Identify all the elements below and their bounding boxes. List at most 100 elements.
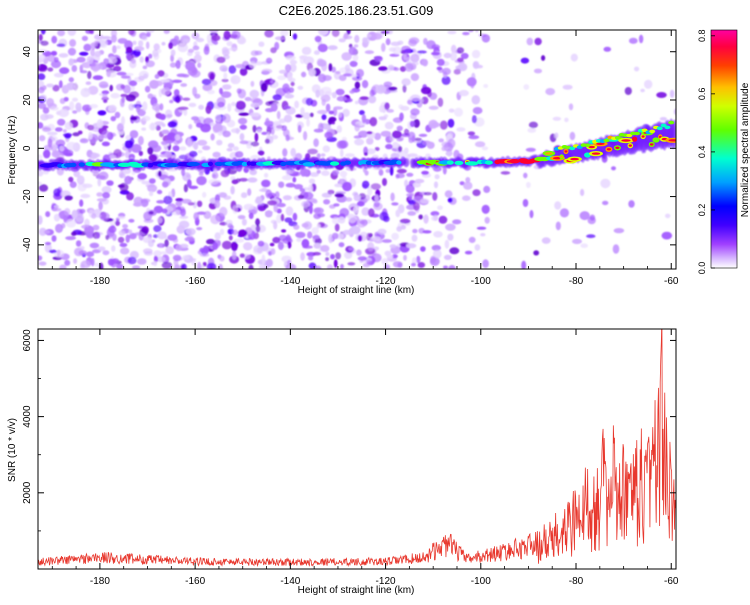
colorbar-tick-label: 0.2: [697, 204, 707, 217]
heatmap-noise-blob: [88, 131, 93, 140]
heatmap-noise-blob: [64, 208, 71, 216]
heatmap-noise-blob: [248, 264, 254, 269]
heatmap-noise-blob: [79, 51, 89, 56]
heatmap-noise-blob: [533, 250, 540, 256]
heatmap-noise-blob: [368, 208, 375, 218]
heatmap-noise-blob: [444, 190, 453, 198]
heatmap-noise-blob: [187, 48, 195, 53]
heatmap-noise-blob: [247, 177, 258, 183]
heatmap-noise-blob: [405, 243, 417, 249]
heatmap-noise-blob: [208, 179, 219, 185]
heatmap-noise-blob: [65, 236, 76, 241]
heatmap-noise-blob: [410, 73, 420, 82]
heatmap-noise-blob: [57, 30, 66, 37]
heatmap-noise-blob: [534, 37, 542, 46]
heatmap-noise-blob: [589, 214, 596, 221]
heatmap-noise-blob: [237, 215, 246, 220]
heatmap-noise-blob: [413, 137, 422, 141]
heatmap-noise-blob: [108, 155, 117, 159]
heatmap-noise-blob: [282, 195, 292, 201]
heatmap-noise-blob: [541, 237, 551, 244]
ridge-peak-blob: [633, 137, 637, 141]
heatmap-noise-blob: [108, 104, 117, 112]
heatmap-noise-blob: [128, 218, 135, 223]
heatmap-noise-blob: [628, 200, 635, 208]
ridge-upper-blob: [614, 136, 621, 140]
heatmap-noise-blob: [466, 77, 477, 87]
heatmap-noise-blob: [299, 55, 308, 60]
heatmap-noise-blob: [38, 261, 47, 266]
heatmap-noise-blob: [55, 139, 66, 147]
heatmap-noise-blob: [221, 46, 229, 54]
heatmap-noise-blob: [79, 70, 88, 74]
heatmap-noise-blob: [348, 46, 357, 56]
heatmap-noise-blob: [162, 181, 169, 188]
heatmap-noise-blob: [240, 192, 248, 199]
heatmap-noise-blob: [390, 153, 400, 159]
heatmap-noise-blob: [38, 135, 46, 142]
heatmap-noise-blob: [98, 201, 103, 211]
heatmap-noise-blob: [202, 145, 211, 151]
heatmap-noise-blob: [447, 30, 457, 35]
heatmap-noise-blob: [38, 227, 47, 236]
heatmap-noise-blob: [248, 61, 257, 69]
heatmap-noise-blob: [148, 154, 158, 162]
heatmap-noise-blob: [412, 228, 418, 234]
heatmap-noise-blob: [157, 217, 163, 224]
heatmap-noise-blob: [338, 74, 347, 81]
heatmap-noise-blob: [145, 184, 156, 188]
heatmap-noise-blob: [264, 210, 273, 215]
heatmap-noise-blob: [481, 204, 490, 214]
heatmap-noise-blob: [64, 121, 73, 130]
heatmap-noise-blob: [212, 151, 221, 158]
heatmap-noise-blob: [248, 212, 254, 220]
heatmap-noise-blob: [153, 250, 162, 257]
heatmap-noise-blob: [443, 254, 452, 260]
heatmap-noise-blob: [398, 104, 404, 110]
heatmap-noise-blob: [308, 178, 316, 184]
heatmap-noise-blob: [275, 191, 280, 199]
heatmap-noise-blob: [301, 222, 309, 228]
heatmap-noise-blob: [314, 265, 322, 269]
heatmap-noise-blob: [426, 141, 435, 149]
heatmap-noise-blob: [124, 175, 132, 185]
heatmap-noise-blob: [327, 45, 338, 51]
heatmap-noise-blob: [77, 130, 83, 135]
heatmap-noise-blob: [332, 169, 340, 176]
heatmap-noise-blob: [167, 234, 178, 241]
heatmap-noise-blob: [79, 199, 84, 207]
heatmap-noise-blob: [138, 135, 144, 146]
heatmap-noise-blob: [120, 93, 128, 98]
heatmap-noise-blob: [141, 180, 151, 185]
heatmap-noise-blob: [117, 184, 125, 188]
heatmap-noise-blob: [367, 242, 375, 252]
heatmap-noise-blob: [347, 262, 356, 266]
heatmap-noise-blob: [96, 198, 107, 202]
ridge-upper-blob: [603, 138, 610, 143]
heatmap-noise-blob: [356, 249, 362, 256]
heatmap-noise-blob: [252, 125, 257, 133]
heatmap-noise-blob: [73, 258, 78, 264]
heatmap-noise-blob: [253, 245, 264, 253]
heatmap-noise-blob: [148, 123, 157, 131]
heatmap-noise-blob: [214, 114, 222, 123]
heatmap-noise-blob: [312, 199, 318, 204]
heatmap-noise-blob: [388, 86, 398, 91]
heatmap-noise-blob: [500, 171, 511, 175]
heatmap-noise-blob: [43, 230, 51, 234]
heatmap-noise-blob: [331, 30, 340, 37]
heatmap-noise-blob: [386, 109, 395, 113]
heatmap-noise-blob: [314, 237, 322, 245]
heatmap-noise-blob: [106, 69, 111, 78]
heatmap-noise-blob: [294, 184, 303, 190]
heatmap-noise-blob: [90, 48, 95, 57]
heatmap-noise-blob: [205, 105, 212, 114]
heatmap-noise-blob: [66, 141, 77, 151]
heatmap-noise-blob: [359, 110, 365, 116]
heatmap-noise-blob: [364, 170, 369, 176]
heatmap-noise-blob: [188, 102, 197, 108]
heatmap-noise-blob: [451, 44, 457, 54]
heatmap-noise-blob: [413, 201, 420, 211]
heatmap-noise-blob: [257, 240, 265, 247]
heatmap-noise-blob: [175, 201, 183, 207]
